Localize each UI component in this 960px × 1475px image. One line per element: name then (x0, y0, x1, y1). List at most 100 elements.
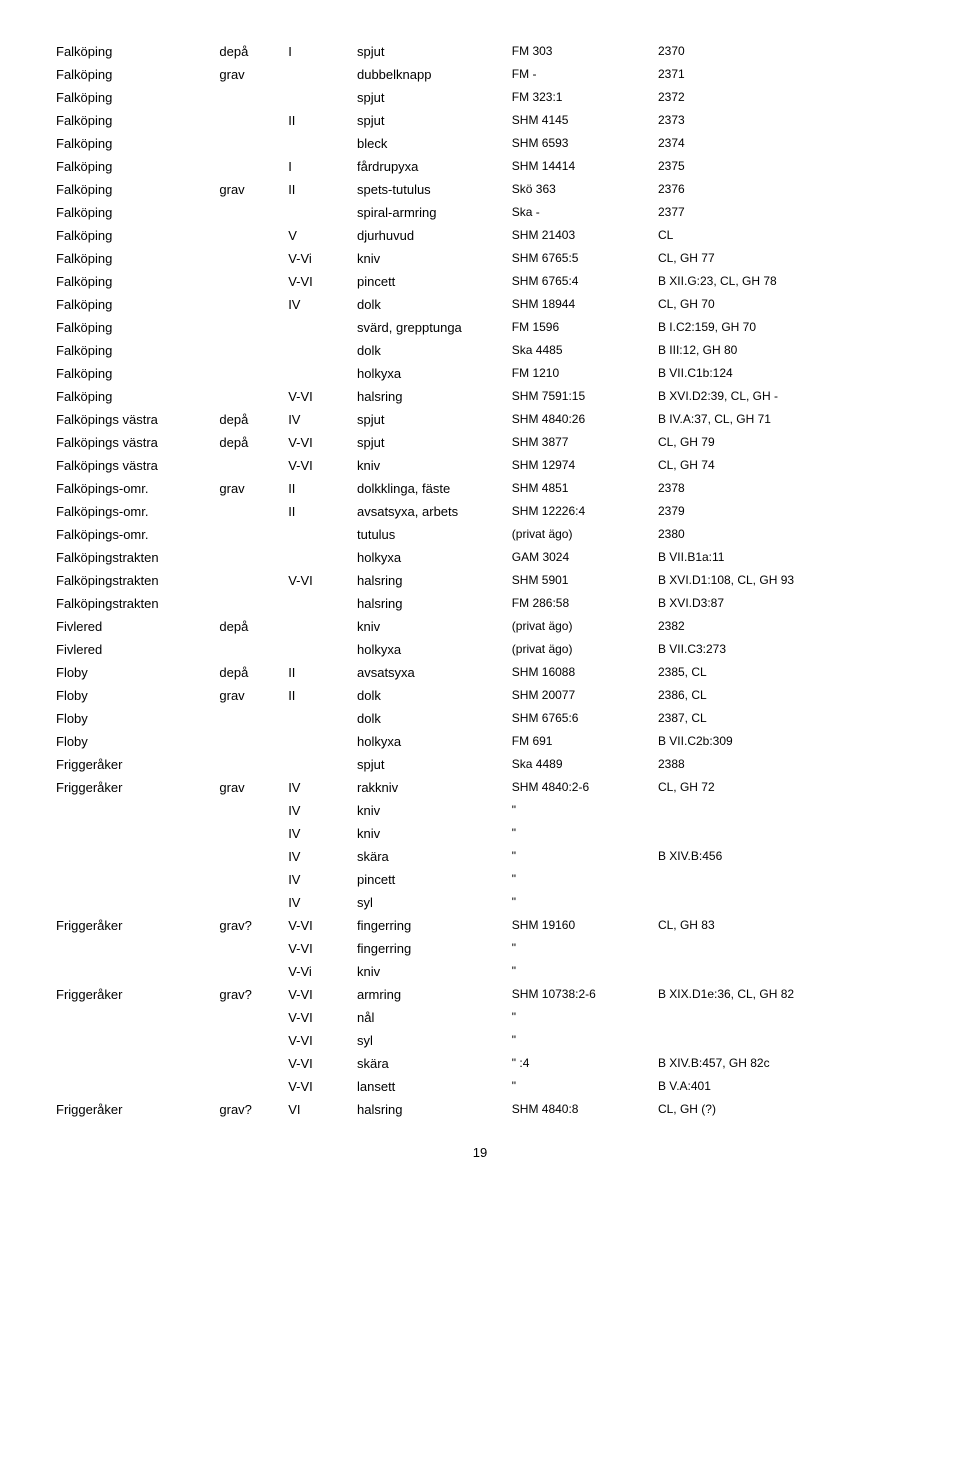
cell-c3: V-VI (282, 1052, 351, 1075)
cell-c2: depå (213, 408, 282, 431)
cell-c4: kniv (351, 454, 506, 477)
cell-c2 (213, 799, 282, 822)
cell-c6: B V.A:401 (652, 1075, 910, 1098)
cell-c2 (213, 523, 282, 546)
cell-c1 (50, 845, 213, 868)
cell-c5: " (506, 845, 652, 868)
table-row: FriggeråkergravIVrakknivSHM 4840:2-6CL, … (50, 776, 910, 799)
cell-c6: 2378 (652, 477, 910, 500)
cell-c5: " (506, 1075, 652, 1098)
cell-c4: djurhuvud (351, 224, 506, 247)
table-row: Falköpings-omr.tutulus(privat ägo)2380 (50, 523, 910, 546)
cell-c3: IV (282, 293, 351, 316)
cell-c1: Floby (50, 730, 213, 753)
cell-c5: SHM 7591:15 (506, 385, 652, 408)
cell-c3 (282, 523, 351, 546)
table-row: IVkniv" (50, 822, 910, 845)
cell-c5: SHM 6765:5 (506, 247, 652, 270)
cell-c4: dolk (351, 684, 506, 707)
cell-c4: avsatsyxa (351, 661, 506, 684)
cell-c2 (213, 316, 282, 339)
cell-c2 (213, 247, 282, 270)
cell-c4: skära (351, 845, 506, 868)
cell-c2 (213, 109, 282, 132)
cell-c6: B XIV.B:457, GH 82c (652, 1052, 910, 1075)
cell-c5: (privat ägo) (506, 523, 652, 546)
table-row: FalköpingIfårdrupyxaSHM 144142375 (50, 155, 910, 178)
cell-c2 (213, 270, 282, 293)
cell-c4: spjut (351, 86, 506, 109)
cell-c6: CL, GH 83 (652, 914, 910, 937)
cell-c6: CL, GH 74 (652, 454, 910, 477)
cell-c6: 2371 (652, 63, 910, 86)
cell-c4: fårdrupyxa (351, 155, 506, 178)
cell-c3: V-VI (282, 385, 351, 408)
cell-c3: IV (282, 822, 351, 845)
cell-c3: IV (282, 799, 351, 822)
cell-c2 (213, 937, 282, 960)
cell-c2 (213, 753, 282, 776)
cell-c5: " (506, 1006, 652, 1029)
cell-c1: Falköping (50, 132, 213, 155)
cell-c5: SHM 6593 (506, 132, 652, 155)
cell-c5: " (506, 891, 652, 914)
cell-c4: holkyxa (351, 638, 506, 661)
cell-c6: CL, GH 70 (652, 293, 910, 316)
table-row: FlobygravIIdolkSHM 200772386, CL (50, 684, 910, 707)
table-row: FalköpingV-VIpincettSHM 6765:4B XII.G:23… (50, 270, 910, 293)
cell-c2 (213, 224, 282, 247)
cell-c2 (213, 454, 282, 477)
cell-c5: SHM 14414 (506, 155, 652, 178)
cell-c6 (652, 1029, 910, 1052)
cell-c4: kniv (351, 615, 506, 638)
cell-c1: Falköping (50, 339, 213, 362)
table-row: FlobydolkSHM 6765:62387, CL (50, 707, 910, 730)
cell-c1 (50, 822, 213, 845)
cell-c6: B XIX.D1e:36, CL, GH 82 (652, 983, 910, 1006)
cell-c1: Falköpings västra (50, 408, 213, 431)
cell-c6: 2387, CL (652, 707, 910, 730)
cell-c3: V-VI (282, 1075, 351, 1098)
cell-c2 (213, 201, 282, 224)
table-row: FlobyholkyxaFM 691B VII.C2b:309 (50, 730, 910, 753)
table-row: Falköpings västradepåIVspjutSHM 4840:26B… (50, 408, 910, 431)
cell-c1 (50, 960, 213, 983)
cell-c6: B IV.A:37, CL, GH 71 (652, 408, 910, 431)
cell-c6: 2380 (652, 523, 910, 546)
cell-c3: V-VI (282, 983, 351, 1006)
cell-c4: kniv (351, 799, 506, 822)
cell-c4: dubbelknapp (351, 63, 506, 86)
cell-c4: dolk (351, 707, 506, 730)
cell-c4: dolk (351, 293, 506, 316)
cell-c1: Falköping (50, 362, 213, 385)
cell-c6: B VII.C1b:124 (652, 362, 910, 385)
table-row: FalköpinggravIIspets-tutulusSkö 3632376 (50, 178, 910, 201)
cell-c5: SHM 10738:2-6 (506, 983, 652, 1006)
cell-c4: kniv (351, 960, 506, 983)
table-row: FalköpinggravdubbelknappFM -2371 (50, 63, 910, 86)
cell-c3: V-VI (282, 914, 351, 937)
cell-c1: Falköpingstrakten (50, 569, 213, 592)
cell-c1: Falköping (50, 316, 213, 339)
cell-c1: Falköpings-omr. (50, 500, 213, 523)
cell-c6: B XVI.D2:39, CL, GH - (652, 385, 910, 408)
cell-c4: holkyxa (351, 730, 506, 753)
cell-c5: SHM 18944 (506, 293, 652, 316)
cell-c1 (50, 868, 213, 891)
cell-c3: II (282, 477, 351, 500)
table-body: FalköpingdepåIspjutFM 3032370Falköpinggr… (50, 40, 910, 1121)
cell-c3 (282, 730, 351, 753)
cell-c3: IV (282, 891, 351, 914)
cell-c3: V-VI (282, 569, 351, 592)
table-row: FalköpingstraktenhalsringFM 286:58B XVI.… (50, 592, 910, 615)
cell-c2 (213, 385, 282, 408)
cell-c2 (213, 293, 282, 316)
table-row: IVpincett" (50, 868, 910, 891)
cell-c4: spjut (351, 109, 506, 132)
cell-c1: Falköpingstrakten (50, 546, 213, 569)
cell-c4: spjut (351, 408, 506, 431)
cell-c6: B XIV.B:456 (652, 845, 910, 868)
cell-c6: B XII.G:23, CL, GH 78 (652, 270, 910, 293)
cell-c5: (privat ägo) (506, 615, 652, 638)
cell-c4: pincett (351, 868, 506, 891)
